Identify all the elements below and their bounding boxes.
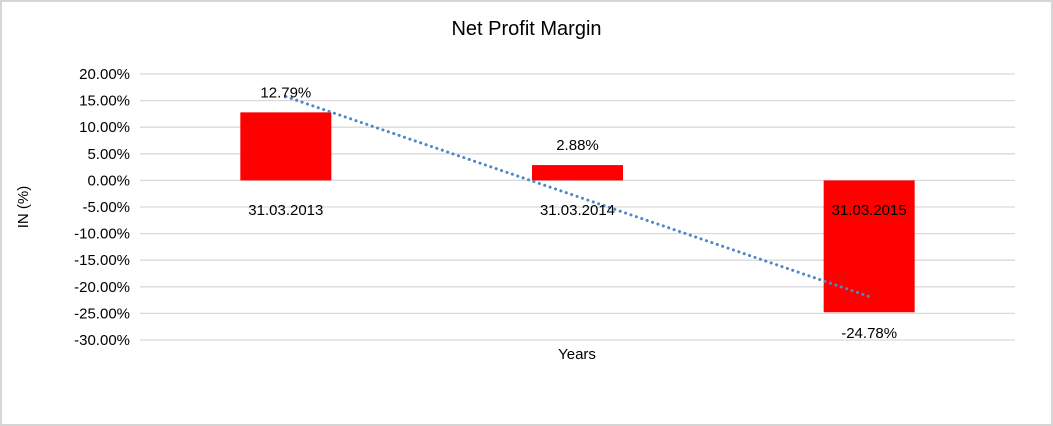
y-tick-label: 5.00% xyxy=(87,146,130,163)
trendline xyxy=(284,95,871,298)
y-tick-label: -30.00% xyxy=(74,332,130,349)
y-axis-tick-labels: 20.00% 15.00% 10.00% 5.00% 0.00% -5.00% -10.00… xyxy=(74,66,130,349)
y-tick-label: -20.00% xyxy=(74,279,130,296)
y-tick-label: 20.00% xyxy=(79,66,130,83)
y-tick-label: 10.00% xyxy=(79,119,130,136)
y-tick-label: -10.00% xyxy=(74,226,130,243)
trendline-dotted xyxy=(284,95,871,298)
y-tick-label: 15.00% xyxy=(79,93,130,110)
chart-title: Net Profit Margin xyxy=(451,18,602,40)
value-data-label: 12.79% xyxy=(260,84,311,101)
bar xyxy=(823,180,915,313)
category-label: 31.03.2015 xyxy=(832,202,907,219)
bar xyxy=(532,165,623,181)
y-tick-label: -15.00% xyxy=(74,252,130,269)
x-axis-title: Years xyxy=(558,346,596,363)
value-data-label: 2.88% xyxy=(556,137,599,154)
category-label: 31.03.2013 xyxy=(248,202,323,219)
value-data-label: -24.78% xyxy=(841,325,897,342)
bar xyxy=(240,112,332,181)
y-tick-label: -5.00% xyxy=(82,199,130,216)
bar-series xyxy=(240,112,915,313)
data-labels: 31.03.2013 12.79% 31.03.2014 2.88% 31.03.201… xyxy=(248,84,906,342)
y-axis-title: IN (%) xyxy=(15,186,32,229)
y-tick-label: 0.00% xyxy=(87,172,130,189)
y-tick-label: -25.00% xyxy=(74,305,130,322)
category-label: 31.03.2014 xyxy=(540,202,615,219)
